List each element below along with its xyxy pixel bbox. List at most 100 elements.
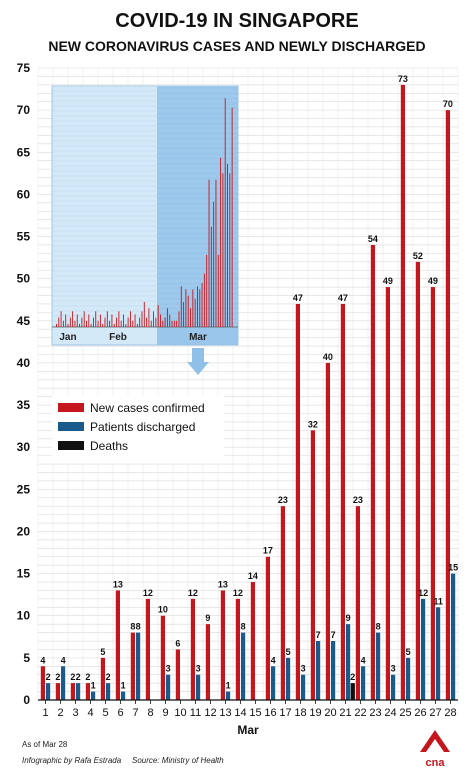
inset-bar <box>118 311 120 327</box>
day-group: 32 7 <box>308 419 321 700</box>
data-label-discharged: 8 <box>136 622 141 632</box>
x-tick-label: 17 <box>279 707 291 719</box>
inset-bar <box>201 283 203 327</box>
x-tick-label: 27 <box>429 707 441 719</box>
data-label-discharged: 3 <box>391 664 396 674</box>
day-group: 10 3 <box>158 605 171 700</box>
bar-discharged <box>436 607 441 700</box>
bar-discharged <box>361 666 366 700</box>
y-tick-label: 5 <box>23 651 30 665</box>
data-label-new-cases: 5 <box>100 647 105 657</box>
bar-new-cases <box>280 506 285 700</box>
y-tick-label: 45 <box>17 314 31 328</box>
inset-bar <box>116 317 118 327</box>
data-label-discharged: 2 <box>106 672 111 682</box>
bar-discharged <box>46 683 51 700</box>
inset-bar <box>109 320 111 327</box>
bar-discharged <box>76 683 81 700</box>
day-group: 23 5 <box>278 495 291 700</box>
inset-bar <box>113 323 115 327</box>
data-label-discharged: 8 <box>241 622 246 632</box>
inset-month-label: Jan <box>59 332 76 343</box>
y-tick-label: 40 <box>17 356 31 370</box>
bar-new-cases <box>310 430 315 700</box>
inset-bar <box>206 254 208 327</box>
data-label-new-cases: 14 <box>248 571 258 581</box>
inset-bar <box>222 173 224 327</box>
inset-month-label: Mar <box>189 332 207 343</box>
x-tick-label: 2 <box>57 707 63 719</box>
inset-bar <box>213 201 215 327</box>
inset-bar <box>123 314 124 327</box>
day-group: 12 8 <box>233 588 246 700</box>
inset-bar <box>76 314 78 327</box>
inset-bar <box>90 323 92 327</box>
data-label-new-cases: 17 <box>263 546 273 556</box>
bar-discharged <box>106 683 111 700</box>
inset-bar <box>143 301 145 327</box>
inset-bar <box>178 311 180 327</box>
data-label-new-cases: 2 <box>70 672 75 682</box>
data-label-discharged: 1 <box>91 681 96 691</box>
inset-bar <box>99 314 101 327</box>
data-label-new-cases: 52 <box>413 251 423 261</box>
x-tick-label: 28 <box>444 707 456 719</box>
bar-discharged <box>376 632 381 700</box>
bar-new-cases <box>205 624 210 700</box>
data-label-discharged: 4 <box>61 655 66 665</box>
data-label-discharged: 3 <box>166 664 171 674</box>
inset-bar <box>190 308 191 327</box>
data-label-discharged: 3 <box>196 664 201 674</box>
bar-discharged <box>136 632 141 700</box>
inset-month-label: Feb <box>109 332 127 343</box>
day-group: 12 3 <box>188 588 201 700</box>
data-label-discharged: 12 <box>418 588 428 598</box>
data-label-new-cases: 73 <box>398 74 408 84</box>
chart-title: COVID-19 IN SINGAPORE <box>115 10 358 32</box>
legend-swatch <box>58 441 84 450</box>
bar-discharged <box>331 641 336 700</box>
cna-logo-text: cna <box>426 757 446 769</box>
data-label-new-cases: 70 <box>443 99 453 109</box>
data-label-new-cases: 10 <box>158 605 168 615</box>
inset-bar <box>69 317 71 327</box>
data-label-discharged: 7 <box>331 630 336 640</box>
inset-bar <box>229 173 231 327</box>
inset-bar <box>194 298 196 327</box>
inset-bar <box>215 179 217 327</box>
y-tick-label: 30 <box>17 440 31 454</box>
x-tick-label: 3 <box>72 707 78 719</box>
x-tick-label: 18 <box>294 707 306 719</box>
data-label-new-cases: 12 <box>233 588 243 598</box>
inset-bar <box>56 323 57 327</box>
bar-discharged <box>301 674 306 700</box>
data-label-new-cases: 8 <box>130 622 135 632</box>
inset-bar <box>92 317 94 327</box>
day-group: 24 <box>55 655 66 700</box>
inset-bar <box>203 273 205 327</box>
bar-discharged <box>406 657 411 700</box>
inset-bar <box>146 317 148 327</box>
day-group: 47 3 <box>293 293 306 700</box>
inset-bar <box>169 314 171 327</box>
chart-subtitle: NEW CORONAVIRUS CASES AND NEWLY DISCHARG… <box>48 38 425 54</box>
data-label-new-cases: 40 <box>323 352 333 362</box>
x-tick-label: 13 <box>219 707 231 719</box>
bar-new-cases <box>190 598 195 700</box>
day-group: 52 12 <box>413 251 428 700</box>
inset-bar <box>141 311 143 327</box>
bar-new-cases <box>160 615 165 700</box>
inset-bar <box>210 226 212 327</box>
inset-bar <box>104 317 106 327</box>
data-label-new-cases: 23 <box>353 495 363 505</box>
data-label-new-cases: 23 <box>278 495 288 505</box>
bar-new-cases <box>295 303 300 700</box>
bar-new-cases <box>385 287 390 700</box>
inset-bar <box>176 320 178 327</box>
inset-bar <box>136 323 138 327</box>
y-tick-label: 55 <box>17 230 31 244</box>
data-label-new-cases: 2 <box>85 672 90 682</box>
inset-bar <box>157 305 159 327</box>
